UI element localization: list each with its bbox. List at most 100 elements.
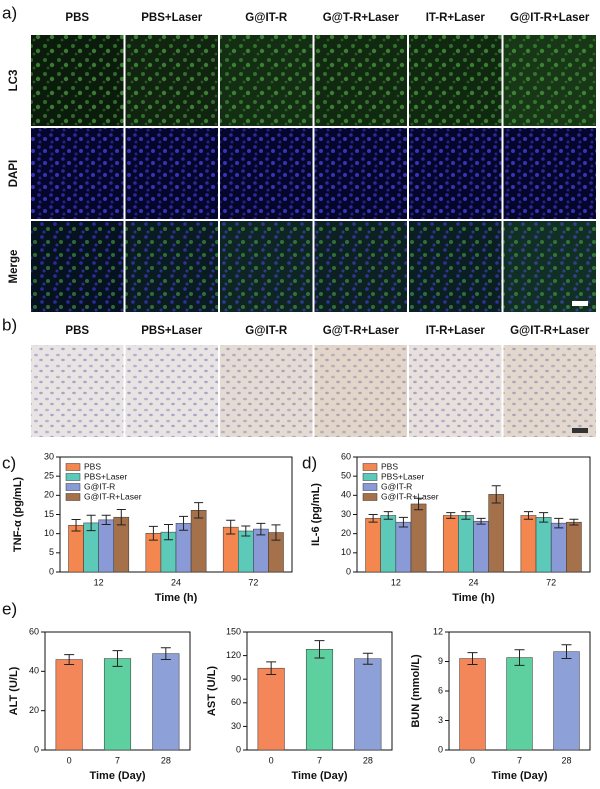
micrograph bbox=[125, 221, 218, 312]
bar bbox=[365, 518, 381, 573]
column-header: PBS+Laser bbox=[141, 325, 203, 337]
bar bbox=[305, 649, 334, 751]
bar bbox=[395, 521, 412, 573]
error-bar bbox=[461, 511, 471, 520]
bar bbox=[442, 515, 459, 573]
legend-swatch bbox=[362, 473, 378, 481]
micrograph-tint bbox=[314, 35, 407, 126]
error-bar bbox=[194, 502, 204, 519]
bar bbox=[113, 516, 130, 573]
y-tick-label: 0 bbox=[236, 744, 241, 754]
legend-label: PBS+Laser bbox=[84, 471, 127, 481]
micrograph bbox=[220, 35, 313, 126]
micrograph-tint bbox=[409, 221, 502, 312]
y-tick-label: 0 bbox=[49, 566, 54, 576]
error-bar bbox=[256, 522, 266, 536]
micrograph-tint bbox=[220, 221, 313, 312]
micrograph bbox=[409, 221, 502, 312]
x-axis-label: Time (Day) bbox=[89, 770, 145, 782]
micrograph-tint bbox=[220, 35, 313, 126]
x-axis-label: Time (Day) bbox=[491, 770, 547, 782]
y-tick-label: 150 bbox=[226, 626, 241, 636]
micrograph bbox=[125, 128, 218, 219]
error-bar bbox=[491, 485, 501, 504]
y-tick-label: 60 bbox=[29, 626, 39, 636]
legend-swatch bbox=[362, 493, 378, 501]
y-tick-label: 60 bbox=[341, 451, 351, 461]
scale-bar bbox=[572, 428, 588, 433]
column-header: IT-R+Laser bbox=[426, 12, 486, 24]
ihc-image bbox=[125, 345, 218, 437]
error-bar bbox=[266, 661, 277, 675]
y-tick-label: 15 bbox=[44, 509, 54, 519]
x-axis-label: Time (h) bbox=[155, 592, 198, 604]
legend-label: G@IT-R+Laser bbox=[84, 491, 142, 501]
y-tick-label: 90 bbox=[231, 674, 241, 684]
error-bar bbox=[398, 516, 408, 528]
micrograph bbox=[314, 128, 407, 219]
y-axis-label: IL-6 (pg/mL) bbox=[310, 483, 322, 546]
micrograph-tint bbox=[503, 221, 596, 312]
y-axis-label: BUN (mmol/L) bbox=[410, 654, 422, 728]
row-label: DAPI bbox=[8, 160, 20, 187]
panel-label: e) bbox=[2, 599, 17, 618]
legend-swatch bbox=[65, 493, 81, 501]
bar bbox=[458, 515, 474, 573]
ihc-image bbox=[503, 345, 596, 437]
error-bar bbox=[86, 514, 96, 532]
x-tick-label: 0 bbox=[269, 755, 274, 765]
y-tick-label: 6 bbox=[438, 685, 443, 695]
ihc-stain bbox=[409, 345, 502, 437]
bar bbox=[354, 658, 382, 751]
column-header: G@IT-R+Laser bbox=[510, 12, 590, 24]
micrograph-tint bbox=[409, 35, 502, 126]
y-tick-label: 20 bbox=[29, 705, 39, 715]
micrograph-tint bbox=[31, 221, 124, 312]
panel-label: a) bbox=[2, 3, 17, 22]
panel-label: c) bbox=[2, 453, 16, 472]
x-axis-label: Time (Day) bbox=[291, 770, 347, 782]
ihc-stain bbox=[220, 345, 313, 437]
micrograph bbox=[409, 128, 502, 219]
micrograph bbox=[503, 128, 596, 219]
error-bar bbox=[163, 523, 173, 541]
bar bbox=[103, 658, 132, 751]
bar bbox=[488, 494, 505, 573]
x-tick-label: 72 bbox=[546, 577, 556, 587]
y-tick-label: 20 bbox=[341, 528, 351, 538]
micrograph-tint bbox=[125, 35, 218, 126]
bar bbox=[68, 524, 84, 573]
x-tick-label: 12 bbox=[391, 577, 401, 587]
x-tick-label: 24 bbox=[171, 577, 181, 587]
error-bar bbox=[368, 514, 378, 523]
error-bar bbox=[476, 517, 486, 525]
ihc-image bbox=[31, 345, 124, 437]
legend-swatch bbox=[362, 483, 378, 491]
error-bar bbox=[112, 650, 123, 667]
error-bar bbox=[561, 644, 572, 660]
y-tick-label: 40 bbox=[29, 666, 39, 676]
micrograph bbox=[31, 35, 124, 126]
y-tick-label: 0 bbox=[438, 744, 443, 754]
y-tick-label: 60 bbox=[231, 697, 241, 707]
bar bbox=[55, 659, 83, 751]
bar bbox=[410, 503, 427, 573]
bar bbox=[253, 528, 269, 573]
x-tick-label: 24 bbox=[468, 577, 478, 587]
error-bar bbox=[241, 525, 251, 537]
y-tick-label: 25 bbox=[44, 471, 54, 481]
x-tick-label: 7 bbox=[517, 755, 522, 765]
y-tick-label: 120 bbox=[226, 650, 241, 660]
error-bar bbox=[71, 518, 81, 532]
legend-label: G@IT-R+Laser bbox=[381, 491, 439, 501]
column-header: PBS+Laser bbox=[141, 12, 203, 24]
x-tick-label: 0 bbox=[470, 755, 475, 765]
error-bar bbox=[148, 525, 158, 541]
column-header: G@IT-R bbox=[245, 325, 288, 337]
y-tick-label: 9 bbox=[438, 656, 443, 666]
column-header: G@IT-R bbox=[245, 12, 288, 24]
legend-label: PBS+Laser bbox=[381, 471, 424, 481]
column-header: PBS bbox=[65, 12, 89, 24]
x-tick-label: 28 bbox=[363, 755, 373, 765]
